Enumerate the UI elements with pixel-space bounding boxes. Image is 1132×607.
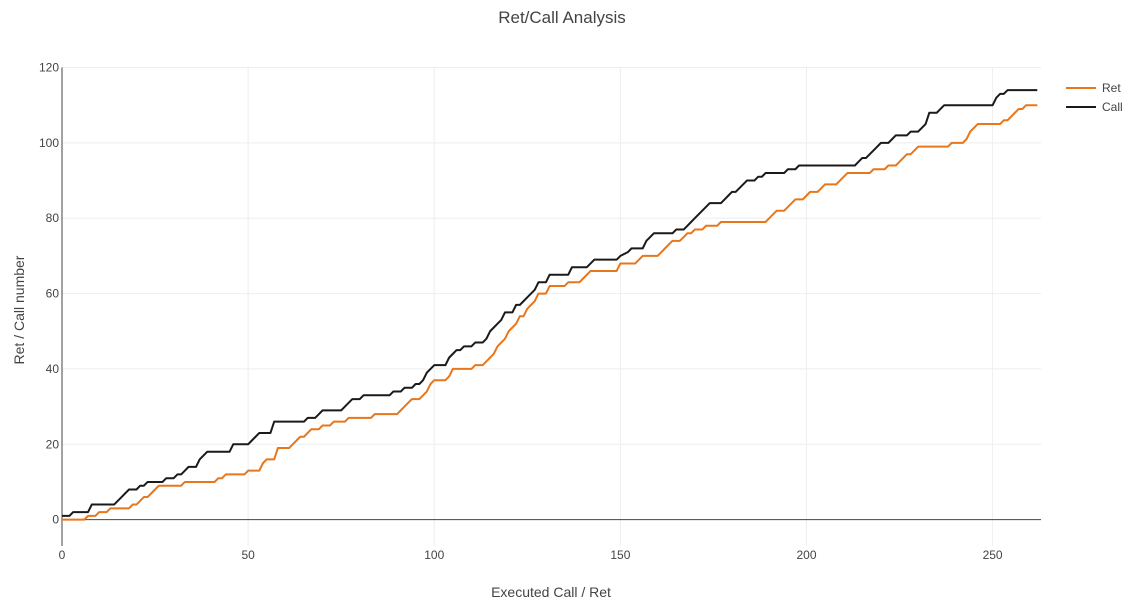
series-line-ret [62,104,1038,521]
legend-item-ret[interactable]: Ret [1066,81,1121,95]
x-axis-label: Executed Call / Ret [491,584,611,600]
x-tick-label: 150 [610,548,630,562]
y-tick-label: 20 [46,437,60,451]
x-tick-label: 250 [983,548,1003,562]
y-tick-label: 40 [46,362,60,376]
legend-label: Call [1102,100,1123,114]
series-lines [62,89,1038,521]
y-tick-label: 60 [46,287,60,301]
legend[interactable]: Ret Call [1066,81,1123,114]
y-tick-label: 80 [46,211,60,225]
y-gridlines [62,67,1041,445]
x-tick-labels: 0 50 100 150 200 250 [59,548,1003,562]
series-line-call [62,89,1038,517]
y-axis-label: Ret / Call number [11,255,27,364]
legend-item-call[interactable]: Call [1066,100,1123,114]
x-gridlines [247,67,994,546]
x-tick-label: 100 [424,548,444,562]
y-tick-label: 0 [52,513,59,527]
x-tick-label: 50 [241,548,255,562]
y-tick-labels: 0 20 40 60 80 100 120 [39,61,59,527]
x-tick-label: 0 [59,548,66,562]
axes [61,67,1041,546]
chart-title: Ret/Call Analysis [498,8,626,27]
x-tick-label: 200 [796,548,816,562]
y-tick-label: 100 [39,136,59,150]
y-tick-label: 120 [39,61,59,75]
legend-label: Ret [1102,81,1121,95]
